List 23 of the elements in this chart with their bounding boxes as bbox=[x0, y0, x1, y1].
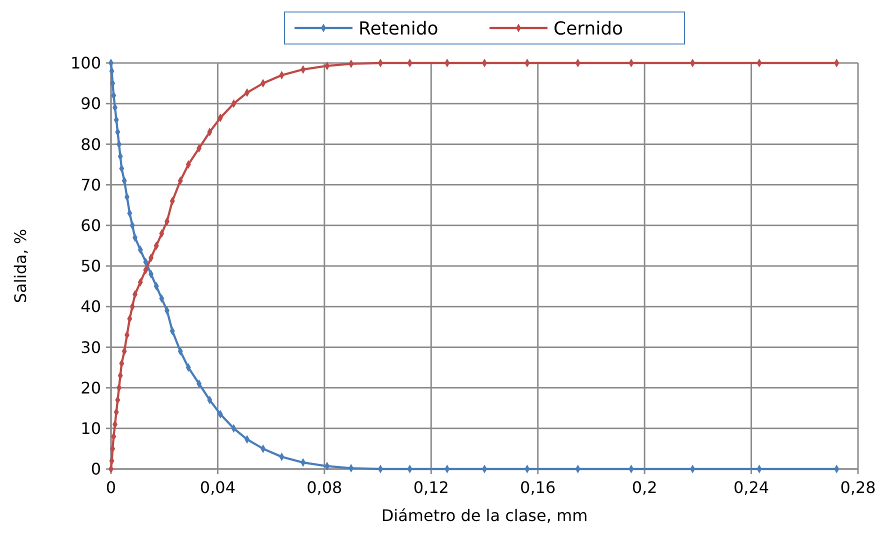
y-tick-label: 100 bbox=[70, 54, 101, 73]
legend-label: Cernido bbox=[554, 18, 624, 40]
y-tick-label: 30 bbox=[80, 338, 101, 357]
x-tick-label: 0 bbox=[106, 478, 116, 497]
x-tick-label: 0,08 bbox=[306, 478, 342, 497]
x-tick-label: 0,04 bbox=[200, 478, 236, 497]
y-tick-label: 60 bbox=[80, 216, 101, 235]
y-tick-label: 0 bbox=[90, 460, 101, 479]
y-tick-label: 80 bbox=[80, 134, 101, 154]
y-tick-label: 10 bbox=[80, 419, 101, 438]
x-tick-label: 0,2 bbox=[632, 478, 658, 497]
x-tick-label: 0,16 bbox=[520, 478, 556, 497]
legend-label: Retenido bbox=[358, 18, 438, 40]
y-tick-label: 50 bbox=[80, 256, 101, 276]
x-tick-label: 0,12 bbox=[413, 478, 449, 497]
y-tick-label: 70 bbox=[80, 175, 101, 194]
y-tick-label: 90 bbox=[80, 94, 101, 114]
x-tick-label: 0,28 bbox=[840, 478, 876, 497]
y-axis-title: Salida, % bbox=[11, 228, 30, 304]
x-tick-label: 0,24 bbox=[733, 478, 770, 497]
y-tick-label: 40 bbox=[80, 297, 101, 316]
y-tick-label: 20 bbox=[80, 378, 101, 398]
x-axis-title: Diámetro de la clase, mm bbox=[381, 506, 588, 525]
